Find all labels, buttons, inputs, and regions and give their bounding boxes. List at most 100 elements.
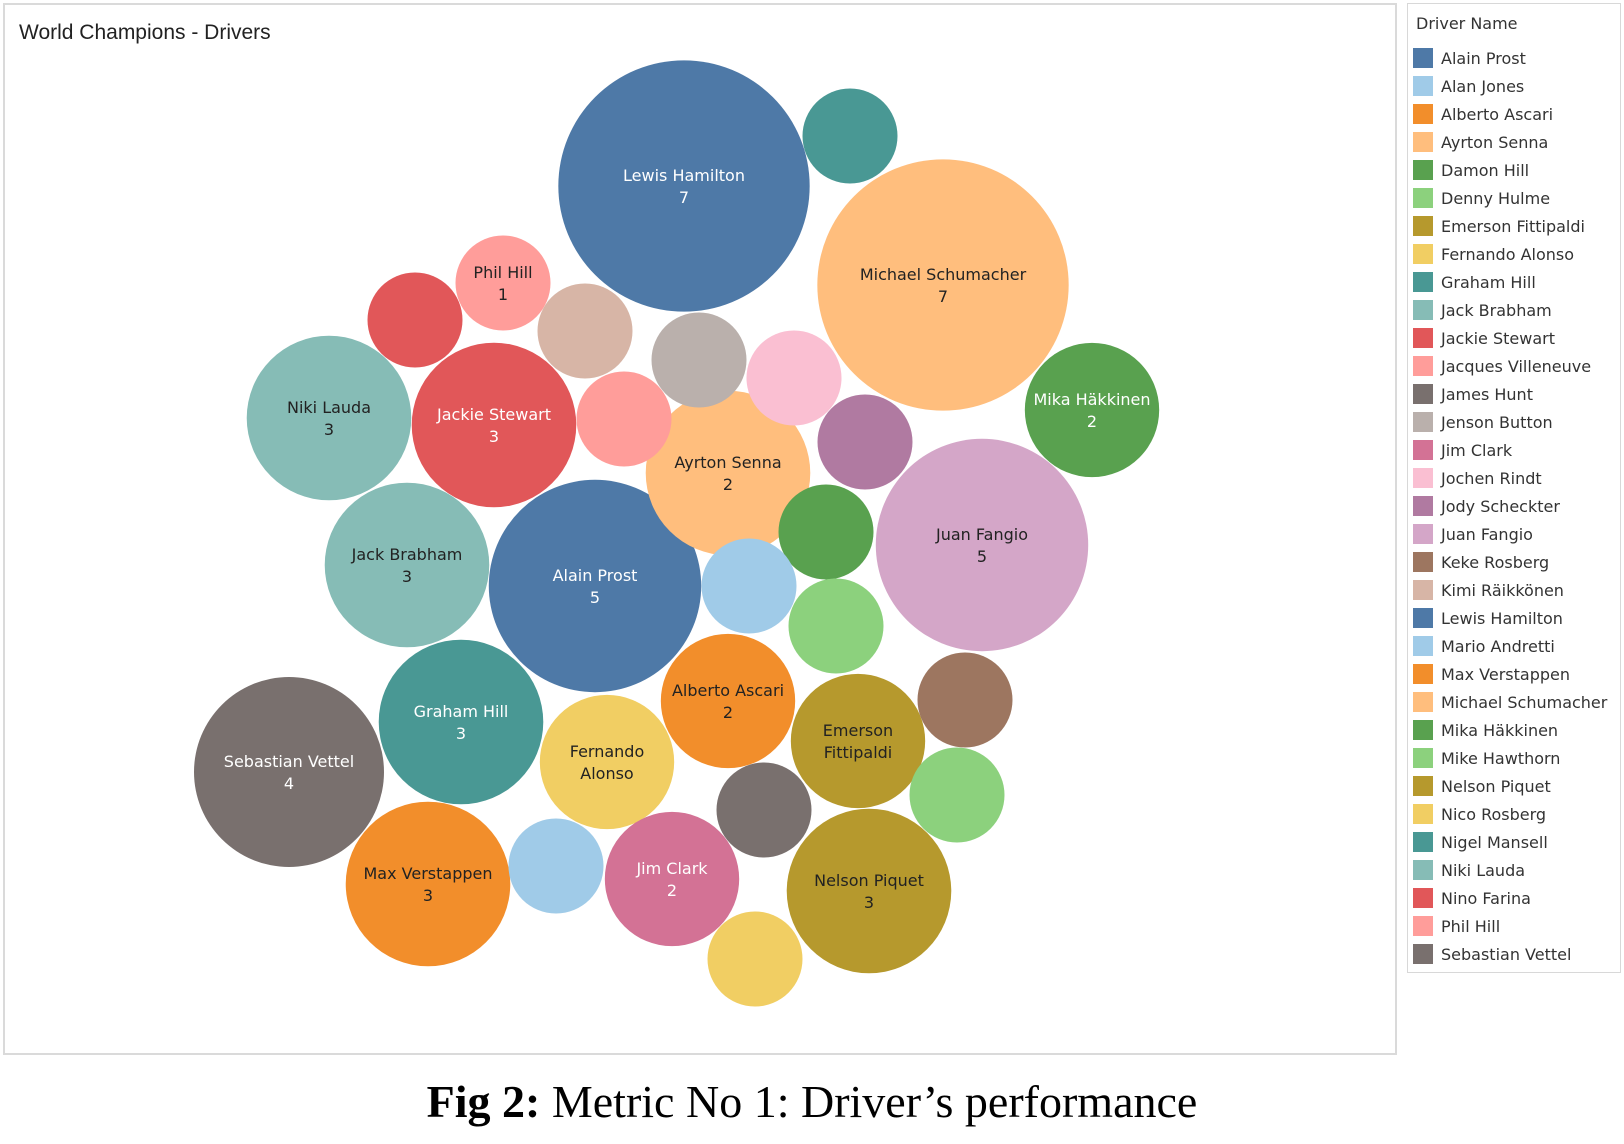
bubble-max-verstappen[interactable]: Max Verstappen 3 [345, 801, 511, 967]
legend-item-niki-lauda[interactable]: Niki Lauda [1413, 856, 1607, 884]
bubble-circle[interactable] [246, 335, 412, 501]
bubble-circle[interactable] [817, 159, 1069, 411]
bubble-circle[interactable] [701, 538, 797, 634]
bubble-circle[interactable] [790, 673, 926, 809]
bubble-mike-hawthorn[interactable] [909, 747, 1005, 843]
bubble-circle[interactable] [576, 371, 672, 467]
legend-item-mike-hawthorn[interactable]: Mike Hawthorn [1413, 744, 1607, 772]
legend-item-jochen-rindt[interactable]: Jochen Rindt [1413, 464, 1607, 492]
bubble-alain-prost[interactable]: Alain Prost 5 [488, 479, 702, 693]
legend-item-jim-clark[interactable]: Jim Clark [1413, 436, 1607, 464]
legend-item-jack-brabham[interactable]: Jack Brabham [1413, 296, 1607, 324]
bubble-circle[interactable] [1024, 342, 1160, 478]
bubble-circle[interactable] [875, 438, 1089, 652]
bubble-circle[interactable] [604, 811, 740, 947]
legend-item-mika-hakkinen[interactable]: Mika Häkkinen [1413, 716, 1607, 744]
bubble-jacques-villeneuve[interactable] [576, 371, 672, 467]
legend-item-jackie-stewart[interactable]: Jackie Stewart [1413, 324, 1607, 352]
bubble-alberto-ascari[interactable]: Alberto Ascari 2 [660, 633, 796, 769]
bubble-circle[interactable] [378, 639, 544, 805]
legend-item-alan-jones[interactable]: Alan Jones [1413, 72, 1607, 100]
bubble-circle[interactable] [746, 330, 842, 426]
bubble-circle[interactable] [660, 633, 796, 769]
bubble-circle[interactable] [488, 479, 702, 693]
legend-item-mario-andretti[interactable]: Mario Andretti [1413, 632, 1607, 660]
bubble-jody-scheckter[interactable] [817, 394, 913, 490]
bubble-kimi-raikkonen[interactable] [537, 283, 633, 379]
bubble-circle[interactable] [917, 652, 1013, 748]
bubble-circle[interactable] [411, 342, 577, 508]
bubble-damon-hill[interactable] [778, 484, 874, 580]
bubble-circle[interactable] [508, 818, 604, 914]
legend-item-nelson-piquet[interactable]: Nelson Piquet [1413, 772, 1607, 800]
legend-item-graham-hill[interactable]: Graham Hill [1413, 268, 1607, 296]
legend-label: Alberto Ascari [1441, 104, 1554, 124]
bubble-fernando-alonso[interactable]: Fernando Alonso [539, 694, 675, 830]
bubble-alan-jones[interactable] [508, 818, 604, 914]
bubble-jenson-button[interactable] [651, 312, 747, 408]
legend-item-juan-fangio[interactable]: Juan Fangio [1413, 520, 1607, 548]
bubble-graham-hill[interactable]: Graham Hill 3 [378, 639, 544, 805]
bubble-phil-hill[interactable]: Phil Hill 1 [455, 235, 551, 331]
legend-item-james-hunt[interactable]: James Hunt [1413, 380, 1607, 408]
legend-item-michael-schumacher[interactable]: Michael Schumacher [1413, 688, 1607, 716]
legend-item-jacques-villeneuve[interactable]: Jacques Villeneuve [1413, 352, 1607, 380]
bubble-james-hunt[interactable] [716, 762, 812, 858]
bubble-circle[interactable] [558, 60, 810, 312]
bubble-circle[interactable] [345, 801, 511, 967]
bubble-circle[interactable] [537, 283, 633, 379]
bubble-keke-rosberg[interactable] [917, 652, 1013, 748]
bubble-juan-fangio[interactable]: Juan Fangio 5 [875, 438, 1089, 652]
bubble-circle[interactable] [367, 272, 463, 368]
legend-item-nino-farina[interactable]: Nino Farina [1413, 884, 1607, 912]
bubble-circle[interactable] [194, 677, 384, 867]
bubble-sebastian-vettel[interactable]: Sebastian Vettel 4 [194, 677, 384, 867]
legend-item-alain-prost[interactable]: Alain Prost [1413, 44, 1607, 72]
bubble-michael-schumacher[interactable]: Michael Schumacher 7 [817, 159, 1069, 411]
legend-item-max-verstappen[interactable]: Max Verstappen [1413, 660, 1607, 688]
legend-item-keke-rosberg[interactable]: Keke Rosberg [1413, 548, 1607, 576]
bubble-nigel-mansell[interactable] [802, 88, 898, 184]
bubble-circle[interactable] [539, 694, 675, 830]
bubble-circle[interactable] [651, 312, 747, 408]
legend-item-alberto-ascari[interactable]: Alberto Ascari [1413, 100, 1607, 128]
bubble-circle[interactable] [707, 911, 803, 1007]
legend-item-denny-hulme[interactable]: Denny Hulme [1413, 184, 1607, 212]
bubble-emerson-fittipaldi[interactable]: Emerson Fittipaldi [790, 673, 926, 809]
bubble-nico-rosberg[interactable] [707, 911, 803, 1007]
bubble-circle[interactable] [455, 235, 551, 331]
bubble-mario-andretti[interactable] [701, 538, 797, 634]
bubble-ayrton-senna[interactable]: Ayrton Senna 2 [645, 390, 811, 556]
bubble-lewis-hamilton[interactable]: Lewis Hamilton 7 [558, 60, 810, 312]
legend-item-emerson-fittipaldi[interactable]: Emerson Fittipaldi [1413, 212, 1607, 240]
bubble-jochen-rindt[interactable] [746, 330, 842, 426]
bubble-circle[interactable] [786, 808, 952, 974]
bubble-nelson-piquet[interactable]: Nelson Piquet 3 [786, 808, 952, 974]
legend-item-fernando-alonso[interactable]: Fernando Alonso [1413, 240, 1607, 268]
bubble-nino-farina[interactable] [367, 272, 463, 368]
bubble-jackie-stewart[interactable]: Jackie Stewart 3 [411, 342, 577, 508]
bubble-niki-lauda[interactable]: Niki Lauda 3 [246, 335, 412, 501]
legend-item-lewis-hamilton[interactable]: Lewis Hamilton [1413, 604, 1607, 632]
bubble-circle[interactable] [802, 88, 898, 184]
bubble-circle[interactable] [817, 394, 913, 490]
bubble-circle[interactable] [645, 390, 811, 556]
bubble-circle[interactable] [778, 484, 874, 580]
legend-item-jenson-button[interactable]: Jenson Button [1413, 408, 1607, 436]
bubble-jack-brabham[interactable]: Jack Brabham 3 [324, 482, 490, 648]
legend-item-damon-hill[interactable]: Damon Hill [1413, 156, 1607, 184]
bubble-mika-hakkinen[interactable]: Mika Häkkinen 2 [1024, 342, 1160, 478]
bubble-circle[interactable] [716, 762, 812, 858]
bubble-denny-hulme[interactable] [788, 578, 884, 674]
legend-item-phil-hill[interactable]: Phil Hill [1413, 912, 1607, 940]
bubble-jim-clark[interactable]: Jim Clark 2 [604, 811, 740, 947]
legend-item-jody-scheckter[interactable]: Jody Scheckter [1413, 492, 1607, 520]
legend-item-nigel-mansell[interactable]: Nigel Mansell [1413, 828, 1607, 856]
legend-item-sebastian-vettel[interactable]: Sebastian Vettel [1413, 940, 1607, 968]
legend-item-kimi-raikkonen[interactable]: Kimi Räikkönen [1413, 576, 1607, 604]
legend-item-ayrton-senna[interactable]: Ayrton Senna [1413, 128, 1607, 156]
bubble-circle[interactable] [909, 747, 1005, 843]
legend-item-nico-rosberg[interactable]: Nico Rosberg [1413, 800, 1607, 828]
bubble-circle[interactable] [324, 482, 490, 648]
bubble-circle[interactable] [788, 578, 884, 674]
